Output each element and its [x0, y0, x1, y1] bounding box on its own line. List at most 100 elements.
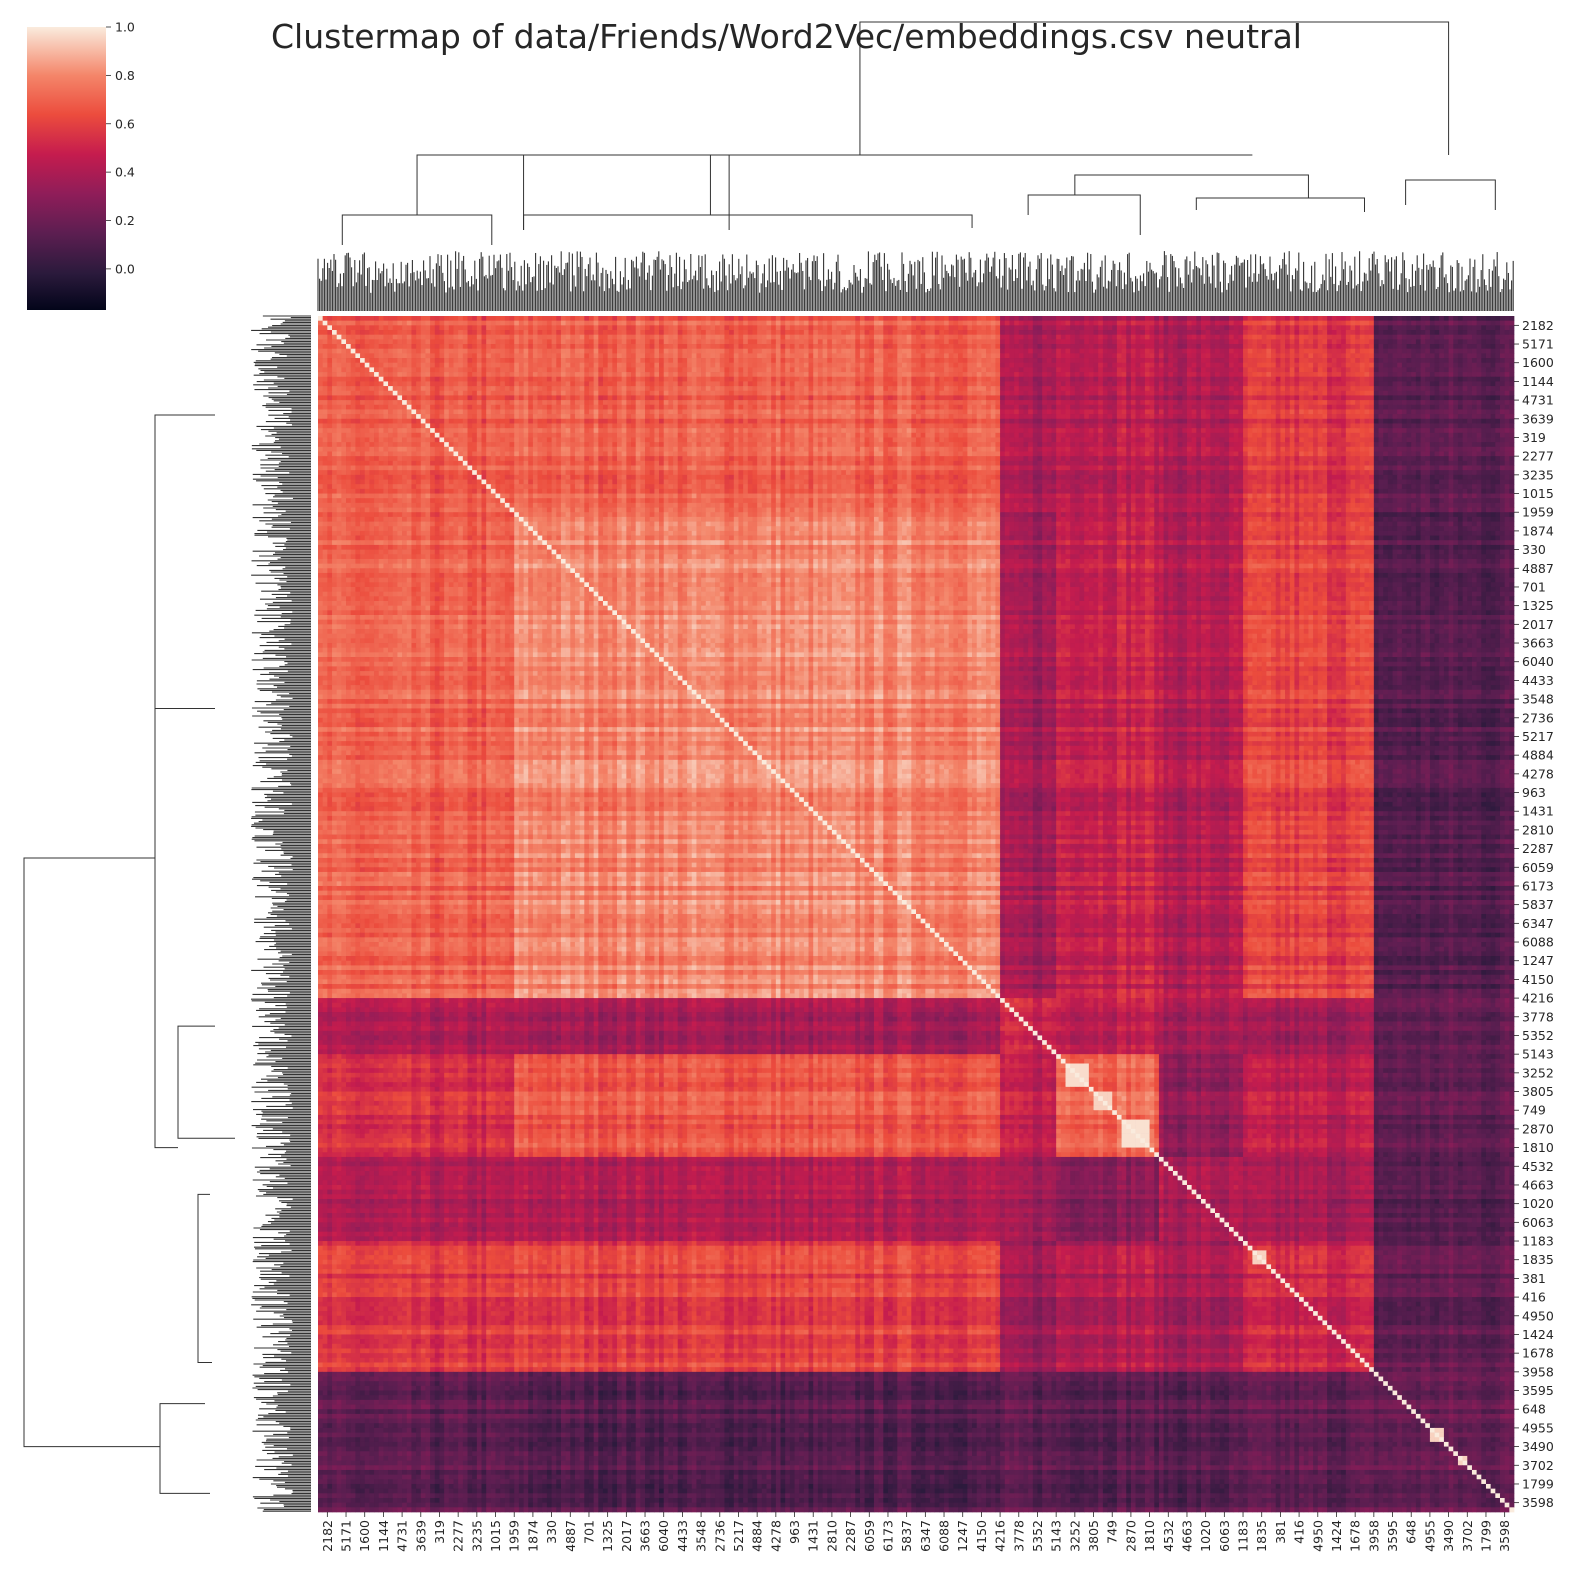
heatmap-cell	[1379, 316, 1384, 321]
heatmap-cell	[748, 344, 753, 349]
heatmap-cell	[318, 339, 323, 344]
heatmap-cell	[505, 344, 510, 349]
heatmap-cell	[1322, 339, 1327, 344]
heatmap-cell	[799, 316, 804, 321]
heatmap-cell	[332, 321, 337, 326]
heatmap-cell	[907, 330, 912, 335]
heatmap-cell	[1425, 339, 1430, 344]
heatmap-cell	[1224, 344, 1229, 349]
heatmap-cell	[883, 316, 888, 321]
heatmap-cell	[1094, 325, 1099, 330]
heatmap-cell	[355, 316, 360, 321]
heatmap-cell	[528, 325, 533, 330]
heatmap-cell	[1112, 325, 1117, 330]
heatmap-cell	[640, 316, 645, 321]
heatmap-cell	[430, 349, 435, 354]
heatmap-cell	[1472, 330, 1477, 335]
heatmap-cell	[925, 321, 930, 326]
heatmap-cell	[1126, 325, 1131, 330]
heatmap-cell	[696, 349, 701, 354]
heatmap-cell	[738, 335, 743, 340]
heatmap-cell	[902, 321, 907, 326]
heatmap-cell	[631, 344, 636, 349]
heatmap-cell	[332, 339, 337, 344]
heatmap-cell	[1108, 316, 1113, 321]
heatmap-cell	[584, 335, 589, 340]
heatmap-cell	[1084, 344, 1089, 349]
heatmap-cell	[524, 325, 529, 330]
heatmap-cell	[799, 344, 804, 349]
heatmap-cell	[1229, 316, 1234, 321]
heatmap-cell	[846, 335, 851, 340]
heatmap-cell	[813, 325, 818, 330]
heatmap-cell	[337, 335, 342, 340]
heatmap-cell	[1117, 344, 1122, 349]
heatmap-cell	[318, 325, 323, 330]
heatmap-cell	[1472, 339, 1477, 344]
heatmap-cell	[1467, 344, 1472, 349]
heatmap-cell	[1407, 325, 1412, 330]
heatmap-cell	[556, 349, 561, 354]
heatmap-cell	[981, 316, 986, 321]
heatmap-cell	[1407, 339, 1412, 344]
heatmap-cell	[925, 325, 930, 330]
heatmap-cell	[1500, 339, 1505, 344]
heatmap-cell	[860, 344, 865, 349]
heatmap-cell	[1070, 325, 1075, 330]
heatmap-cell	[1117, 330, 1122, 335]
heatmap-cell	[921, 321, 926, 326]
heatmap-cell	[346, 335, 351, 340]
heatmap-cell	[1145, 316, 1150, 321]
heatmap-cell	[402, 335, 407, 340]
heatmap-cell	[650, 325, 655, 330]
heatmap-cell	[388, 316, 393, 321]
heatmap-cell	[1327, 325, 1332, 330]
heatmap-cell	[1023, 344, 1028, 349]
heatmap-cell	[1164, 344, 1169, 349]
heatmap-cell	[482, 339, 487, 344]
heatmap-cell	[865, 339, 870, 344]
heatmap-cell	[668, 321, 673, 326]
heatmap-cell	[1108, 335, 1113, 340]
heatmap-cell	[1243, 325, 1248, 330]
heatmap-cell	[785, 325, 790, 330]
heatmap-cell	[967, 330, 972, 335]
heatmap-cell	[1411, 335, 1416, 340]
heatmap-cell	[1509, 335, 1514, 340]
heatmap-cell	[1294, 335, 1299, 340]
heatmap-cell	[1262, 325, 1267, 330]
heatmap-cell	[869, 349, 874, 354]
heatmap-cell	[1463, 316, 1468, 321]
heatmap-cell	[1262, 316, 1267, 321]
heatmap-cell	[682, 330, 687, 335]
heatmap-cell	[636, 349, 641, 354]
heatmap-cell	[337, 321, 342, 326]
heatmap-cell	[510, 321, 515, 326]
heatmap-cell	[538, 321, 543, 326]
heatmap-cell	[738, 325, 743, 330]
heatmap-cell	[724, 344, 729, 349]
heatmap-cell	[397, 321, 402, 326]
heatmap-cell	[1481, 321, 1486, 326]
heatmap-cell	[799, 321, 804, 326]
heatmap-cell	[1388, 344, 1393, 349]
heatmap-cell	[505, 325, 510, 330]
heatmap-cell	[650, 335, 655, 340]
heatmap-cell	[640, 339, 645, 344]
heatmap-cell	[1332, 330, 1337, 335]
heatmap-cell	[1075, 325, 1080, 330]
heatmap-cell	[1000, 335, 1005, 340]
heatmap-cell	[500, 325, 505, 330]
heatmap-cell	[916, 335, 921, 340]
heatmap-cell	[1248, 330, 1253, 335]
heatmap-cell	[869, 325, 874, 330]
heatmap-cell	[1290, 330, 1295, 335]
heatmap-cell	[1416, 325, 1421, 330]
heatmap-cell	[547, 339, 552, 344]
heatmap-cell	[874, 344, 879, 349]
heatmap-cell	[1252, 344, 1257, 349]
heatmap-cell	[710, 344, 715, 349]
heatmap-cell	[1285, 330, 1290, 335]
heatmap-cell	[337, 316, 342, 321]
heatmap-cell	[337, 325, 342, 330]
